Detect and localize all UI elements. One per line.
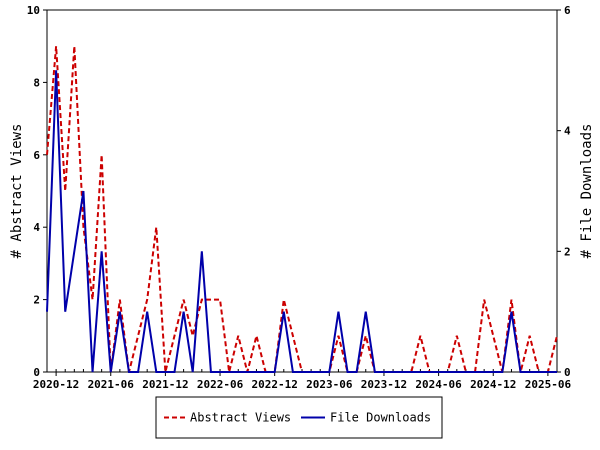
left-tick-label: 10 [27,4,40,17]
x-tick-label: 2021-12 [142,378,188,391]
x-tick-label: 2023-12 [361,378,407,391]
plot-border [46,9,558,373]
right-axis: 0 2 4 6 [557,4,571,379]
x-tick-label: 2022-06 [197,378,244,391]
right-tick-label: 6 [564,4,571,17]
legend-box [155,396,443,439]
right-axis-title: # File Downloads [579,124,595,259]
left-tick-label: 4 [33,221,40,234]
legend-label-file-downloads: File Downloads [330,411,431,425]
x-tick-label: 2022-12 [251,378,297,391]
left-tick-label: 0 [33,366,40,379]
x-tick-label: 2023-06 [306,378,353,391]
series-line-file-downloads [46,70,557,373]
left-tick-label: 8 [33,76,40,89]
legend: Abstract Views File Downloads [155,396,443,439]
left-axis: 0 2 4 6 8 10 [27,4,47,379]
series-layer [46,46,558,373]
left-tick-label: 6 [33,149,40,162]
x-tick-label: 2020-12 [33,378,79,391]
x-tick-label: 2024-06 [415,378,462,391]
right-tick-label: 4 [564,125,571,138]
x-tick-label: 2025-06 [525,378,572,391]
legend-label-abstract-views: Abstract Views [190,411,291,425]
right-tick-label: 2 [564,245,571,258]
x-tick-label: 2021-06 [88,378,135,391]
plot-area [46,9,558,373]
x-tick-label: 2024-12 [470,378,516,391]
left-tick-label: 2 [33,294,40,307]
left-axis-title: # Abstract Views [9,124,25,259]
series-line-abstract-views [46,46,558,373]
right-tick-label: 0 [564,366,571,379]
